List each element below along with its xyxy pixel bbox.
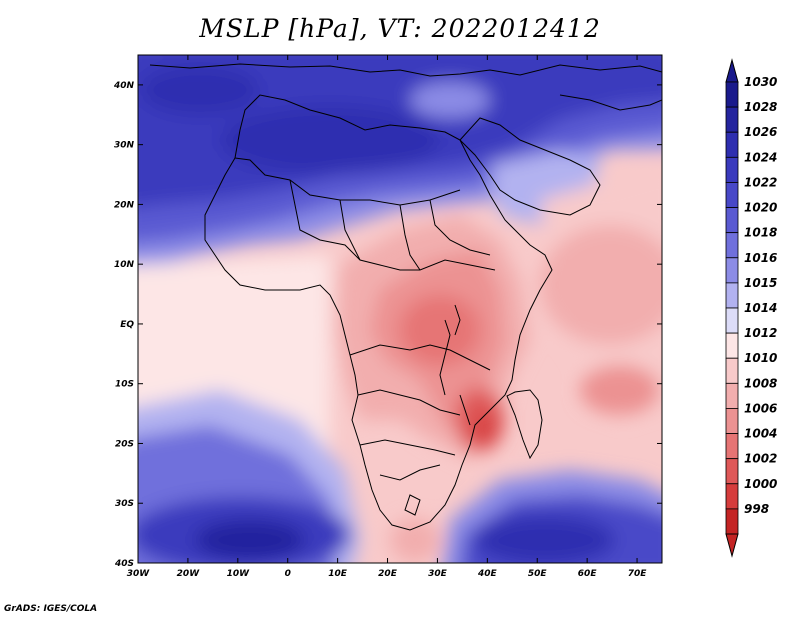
colorbar-label: 1004 (744, 427, 777, 441)
lat-tick-label: EQ (120, 320, 134, 330)
colorbar-label: 1026 (744, 125, 777, 139)
lon-tick-label: 30E (428, 569, 448, 579)
pressure-field (138, 55, 662, 563)
lon-tick-label: 10W (227, 569, 251, 579)
colorbar-label: 1024 (744, 150, 777, 164)
colorbar-swatch (725, 81, 739, 108)
colorbar-label: 1018 (744, 226, 777, 240)
coastlines (149, 63, 662, 531)
colorbar-swatch (725, 182, 739, 208)
colorbar-swatch (725, 433, 739, 460)
colorbar: 1030 1028 1026 1024 1022 1020 1018 1016 1015 1014… (725, 58, 777, 558)
lon-tick-label: 60E (578, 569, 598, 579)
colorbar-arrow-top (725, 58, 739, 83)
lat-tick-label: 30S (115, 499, 134, 509)
colorbar-label: 1008 (744, 376, 777, 390)
lon-tick-label: 50E (528, 569, 548, 579)
colorbar-label: 1015 (744, 276, 777, 290)
colorbar-label: 1014 (744, 301, 777, 315)
colorbar-swatch (725, 257, 739, 284)
colorbar-label: 1012 (744, 326, 777, 340)
colorbar-label: 1028 (744, 100, 777, 114)
colorbar-swatch (725, 508, 739, 535)
colorbar-swatch (725, 207, 739, 234)
colorbar-swatch (725, 408, 739, 434)
map-axes: 30W 20W 10W 0 10E 20E 30E 40E 50E 60E 70E 40N 30N 20N… (113, 55, 662, 579)
map-frame (137, 54, 663, 564)
colorbar-label: 1002 (744, 452, 777, 466)
colorbar-swatch (725, 357, 739, 384)
colorbar-swatch (725, 106, 739, 133)
colorbar-label: 1010 (744, 351, 777, 365)
lon-tick-label: 20E (378, 569, 398, 579)
colorbar-label: 1020 (744, 201, 777, 215)
lon-tick-label: 30W (127, 569, 151, 579)
colorbar-swatch (725, 282, 739, 309)
lat-tick-label: 40S (114, 559, 134, 569)
colorbar-label: 998 (744, 502, 769, 516)
colorbar-swatch (725, 382, 739, 409)
colorbar-swatch (725, 131, 739, 158)
footer-credit: GrADS: IGES/COLA (4, 604, 98, 614)
lat-tick-label: 20S (115, 439, 134, 449)
colorbar-swatch (725, 458, 739, 485)
lat-tick-label: 30N (114, 141, 135, 151)
colorbar-swatch (725, 307, 739, 334)
colorbar-label: 1006 (744, 401, 777, 415)
lon-tick-label: 20W (177, 569, 201, 579)
colorbar-label: 1022 (744, 175, 777, 189)
colorbar-swatch (725, 232, 739, 259)
lat-tick-label: 10S (115, 380, 134, 390)
lat-tick-label: 10N (114, 260, 135, 270)
colorbar-label: 1000 (744, 477, 777, 491)
colorbar-swatch (725, 483, 739, 510)
colorbar-arrow-bottom (725, 533, 739, 558)
lon-tick-label: 40E (477, 569, 498, 579)
lat-tick-label: 20N (114, 200, 135, 210)
colorbar-label: 1030 (744, 75, 777, 89)
lon-tick-label: 70E (628, 569, 648, 579)
lon-tick-label: 10E (328, 569, 348, 579)
colorbar-label: 1016 (744, 251, 777, 265)
colorbar-swatch (725, 156, 739, 183)
map-title: MSLP [hPa], VT: 2022012412 (199, 14, 601, 43)
lon-tick-label: 0 (285, 569, 291, 579)
lat-tick-label: 40N (113, 81, 135, 91)
colorbar-swatch (725, 332, 739, 359)
